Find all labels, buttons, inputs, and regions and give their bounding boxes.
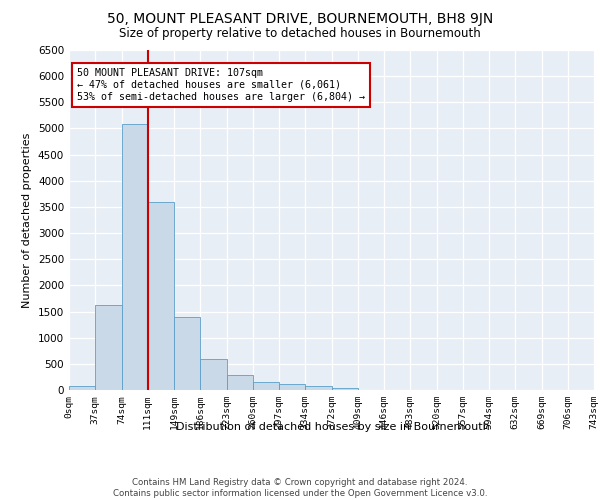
Text: Size of property relative to detached houses in Bournemouth: Size of property relative to detached ho… xyxy=(119,28,481,40)
Text: 50 MOUNT PLEASANT DRIVE: 107sqm
← 47% of detached houses are smaller (6,061)
53%: 50 MOUNT PLEASANT DRIVE: 107sqm ← 47% of… xyxy=(77,68,365,102)
Text: Contains HM Land Registry data © Crown copyright and database right 2024.
Contai: Contains HM Land Registry data © Crown c… xyxy=(113,478,487,498)
Y-axis label: Number of detached properties: Number of detached properties xyxy=(22,132,32,308)
Bar xyxy=(148,202,174,390)
Bar xyxy=(253,382,279,390)
Text: 50, MOUNT PLEASANT DRIVE, BOURNEMOUTH, BH8 9JN: 50, MOUNT PLEASANT DRIVE, BOURNEMOUTH, B… xyxy=(107,12,493,26)
Text: Distribution of detached houses by size in Bournemouth: Distribution of detached houses by size … xyxy=(176,422,490,432)
Bar xyxy=(69,386,95,390)
Bar xyxy=(305,386,331,390)
Bar xyxy=(331,388,358,390)
Bar xyxy=(121,124,148,390)
Bar xyxy=(227,374,253,390)
Bar xyxy=(200,358,227,390)
Bar xyxy=(95,304,121,390)
Bar xyxy=(279,384,305,390)
Bar xyxy=(174,317,200,390)
